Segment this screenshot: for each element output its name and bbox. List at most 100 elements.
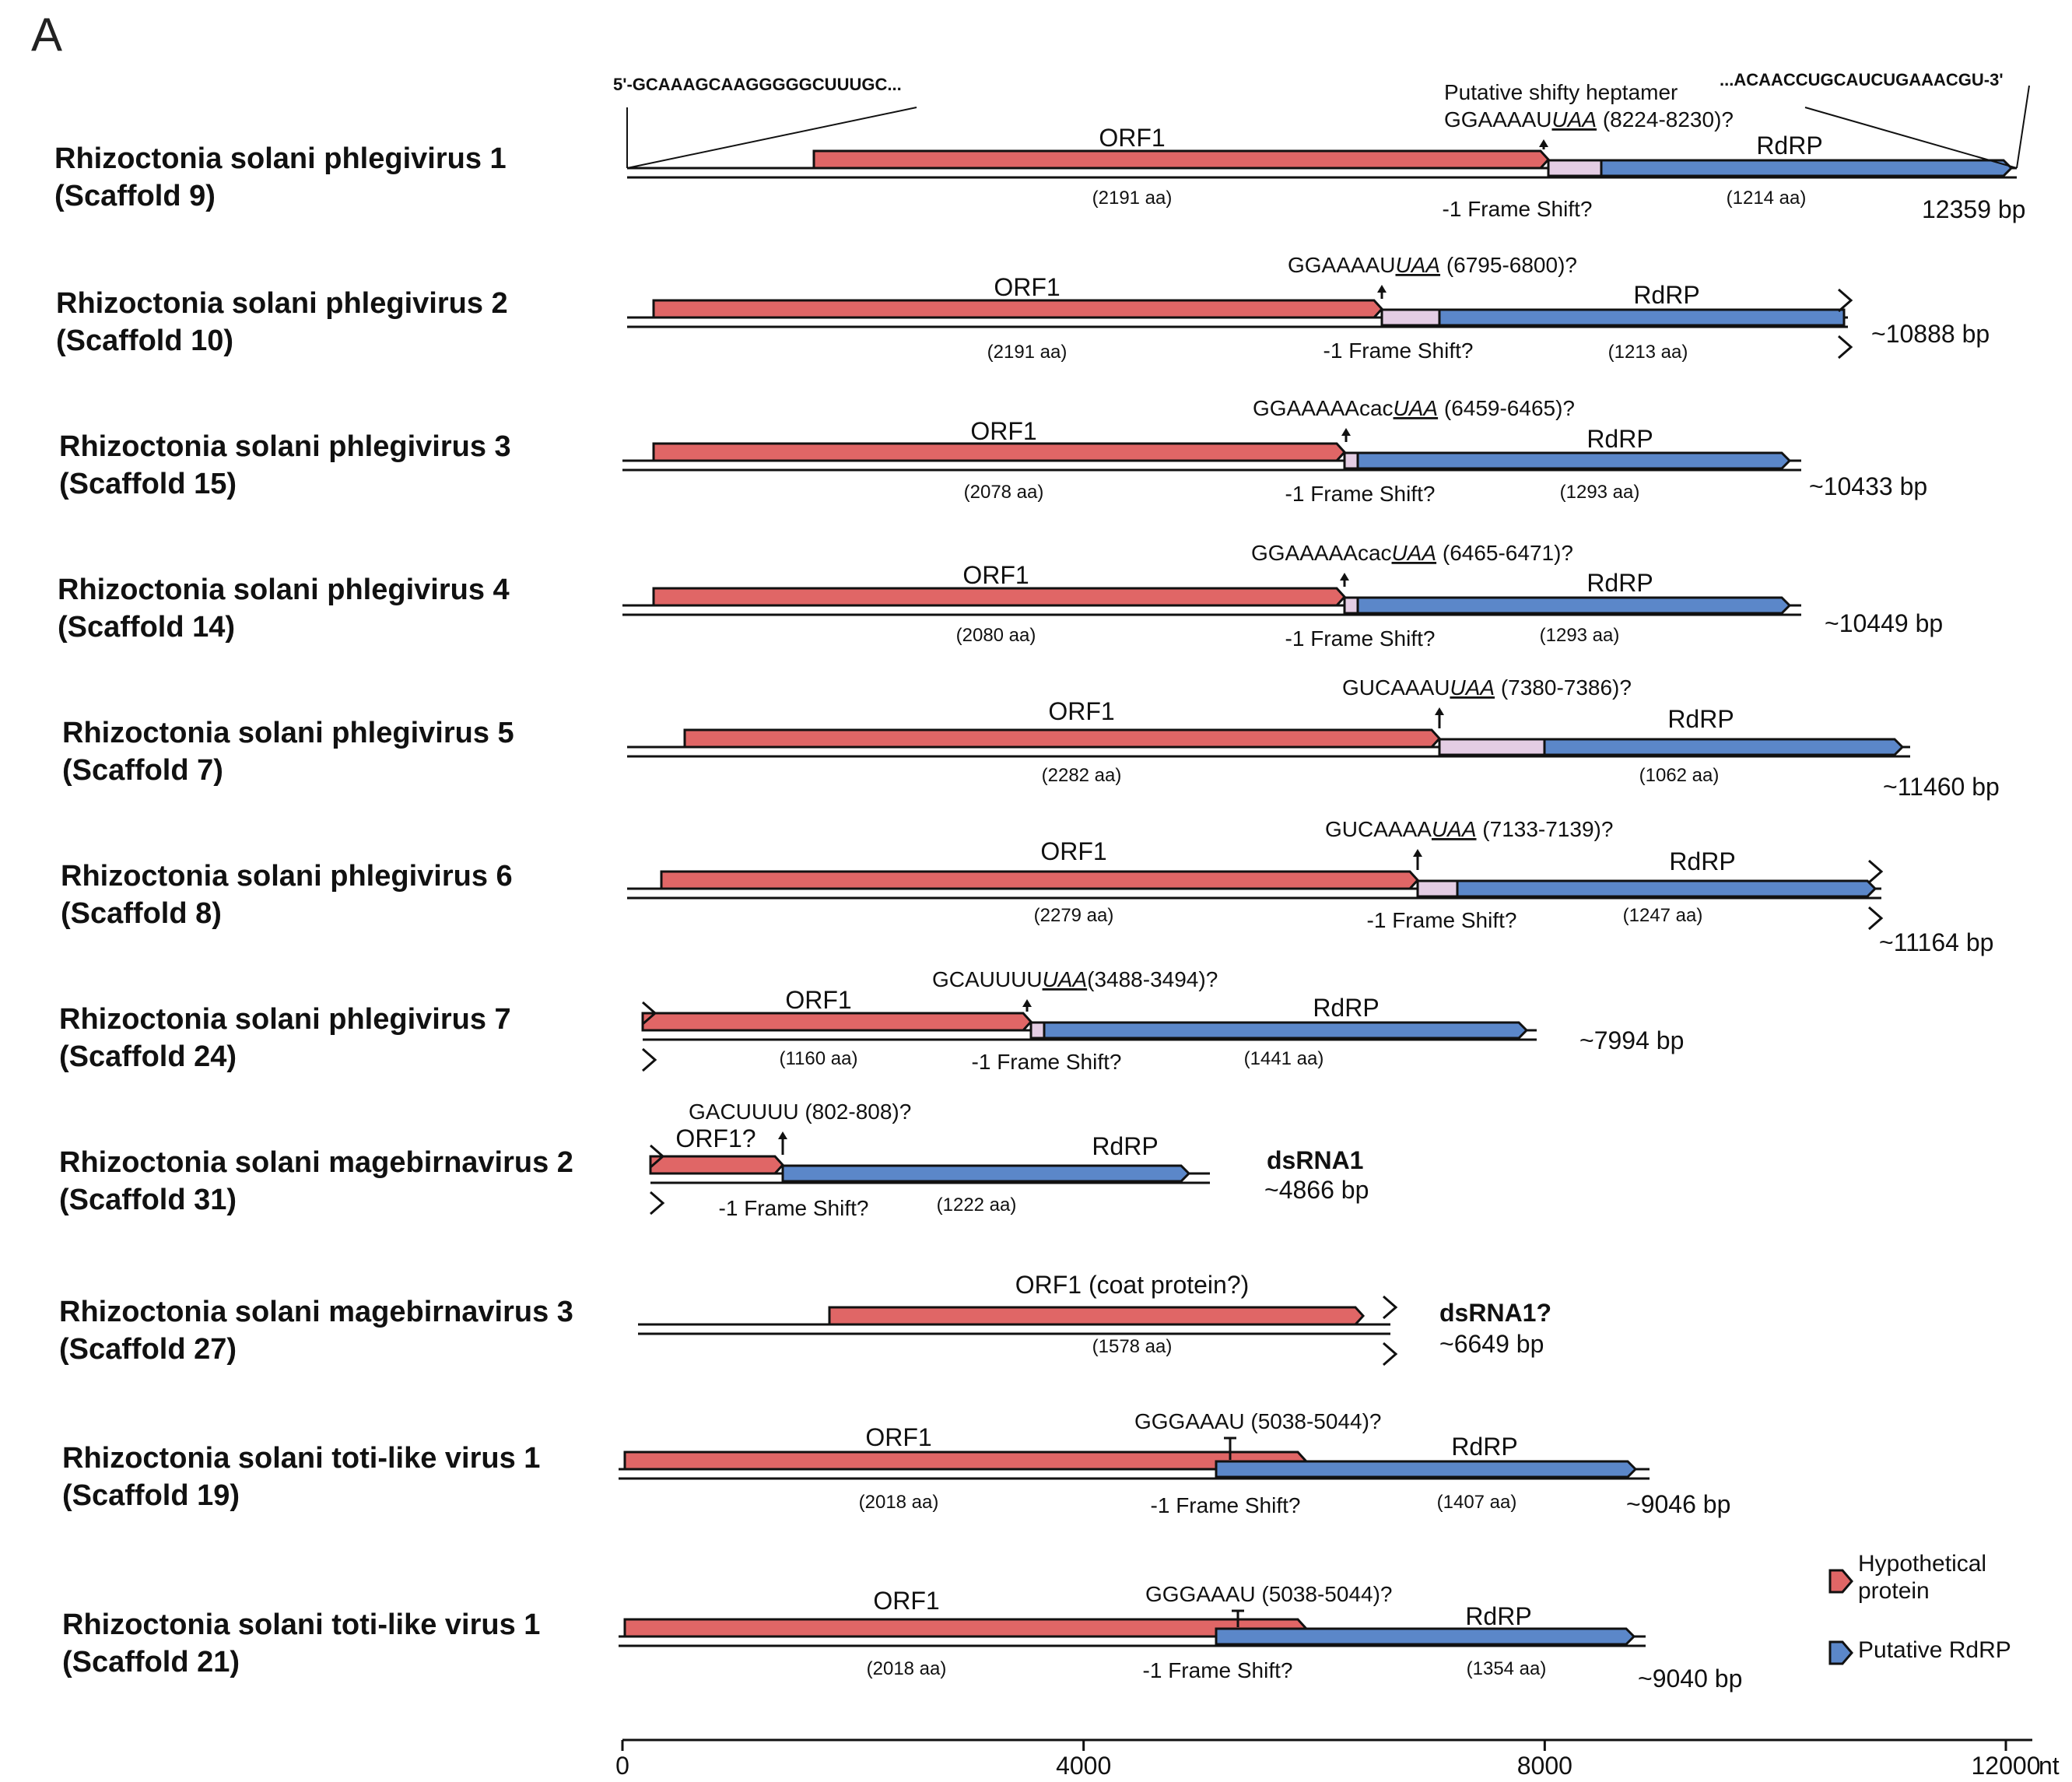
virus-10-label: Rhizoctonia solani toti-like virus 1 (Sca…	[62, 1440, 540, 1514]
virus-5-frameshift-region	[1438, 738, 1546, 756]
virus-1-rdrp-aa: (1214 aa)	[1727, 188, 1807, 209]
virus-9-orf1-bar	[828, 1306, 1366, 1326]
virus-2-orf1-bar	[652, 299, 1384, 319]
virus-5-heptamer-arrow-head	[1435, 707, 1444, 715]
virus-8-scaffold: (Scaffold 31)	[59, 1184, 237, 1216]
virus-11-rdrp-bar	[1215, 1627, 1636, 1646]
virus-9-segment-label: dsRNA1?	[1439, 1299, 1551, 1327]
virus-6-name: Rhizoctonia solani phlegivirus 6	[61, 860, 513, 893]
virus-9-scaffold: (Scaffold 27)	[59, 1333, 237, 1366]
virus-7-orf1-aa: (1160 aa)	[780, 1048, 858, 1069]
virus-4-size-label: ~10449 bp	[1825, 609, 1943, 637]
virus-6-rdrp-label: RdRP	[1669, 847, 1735, 875]
virus-5-rdrp-aa: (1062 aa)	[1639, 765, 1720, 786]
legend-hypothetical-label: Hypothetical protein	[1858, 1551, 1987, 1604]
virus-8-size-label: ~4866 bp	[1264, 1176, 1369, 1204]
virus-10-frameshift-label: -1 Frame Shift?	[1151, 1493, 1301, 1517]
virus-8-orf1-label: ORF1?	[675, 1124, 756, 1152]
virus-7-rdrp-aa: (1441 aa)	[1244, 1048, 1324, 1069]
axis-tick-label: 0	[615, 1752, 629, 1780]
virus-7-orf1-bar	[641, 1012, 1033, 1032]
virus-4-rdrp-aa: (1293 aa)	[1540, 625, 1620, 646]
virus-8-rdrp-aa: (1222 aa)	[937, 1194, 1017, 1215]
virus-6-orf1-aa: (2279 aa)	[1034, 905, 1114, 926]
virus-3-frameshift-label: -1 Frame Shift?	[1285, 482, 1436, 506]
virus-8-rdrp-bar	[781, 1164, 1191, 1183]
virus-11-rdrp-label: RdRP	[1465, 1602, 1531, 1630]
virus-1-name: Rhizoctonia solani phlegivirus 1	[54, 142, 507, 175]
virus-9-end-chevron-bottom	[1383, 1342, 1398, 1366]
virus-8-start-chevron-bottom	[650, 1191, 665, 1215]
virus-7-scaffold: (Scaffold 24)	[59, 1040, 237, 1073]
virus-7-rdrp-label: RdRP	[1313, 994, 1379, 1022]
virus-4-rdrp-label: RdRP	[1586, 569, 1653, 597]
virus-11-label: Rhizoctonia solani toti-like virus 1 (Sca…	[62, 1606, 540, 1681]
virus-4-heptamer-arrow-head	[1340, 573, 1349, 581]
virus-11-orf1-bar	[623, 1618, 1308, 1638]
virus-5-scaffold: (Scaffold 7)	[62, 754, 223, 787]
virus-9-size-label: ~6649 bp	[1439, 1330, 1544, 1358]
virus-10-rdrp-bar	[1215, 1460, 1638, 1479]
legend-hypothetical-swatch	[1828, 1569, 1853, 1594]
virus-6-end-chevron-top	[1868, 859, 1884, 884]
virus-1-size-label: 12359 bp	[1922, 195, 2025, 223]
virus-4-orf1-aa: (2080 aa)	[956, 625, 1036, 646]
virus-11-rdrp-aa: (1354 aa)	[1467, 1658, 1547, 1679]
virus-5-size-label: ~11460 bp	[1883, 773, 2000, 801]
virus-1-utr3-callout-left	[1804, 107, 2018, 169]
virus-7-name: Rhizoctonia solani phlegivirus 7	[59, 1003, 511, 1036]
virus-7-start-chevron-top	[642, 1001, 657, 1026]
virus-7-start-chevron-bottom	[642, 1047, 657, 1072]
virus-7-size-label: ~7994 bp	[1579, 1026, 1684, 1054]
virus-4-orf1-label: ORF1	[962, 561, 1029, 589]
virus-1-heptamer-label: GGAAAAUUAA (8224-8230)?	[1444, 107, 1734, 132]
virus-6-heptamer-arrow-head	[1413, 849, 1422, 857]
virus-10-scaffold: (Scaffold 19)	[62, 1479, 240, 1512]
virus-2-orf1-aa: (2191 aa)	[987, 342, 1068, 363]
virus-2-name: Rhizoctonia solani phlegivirus 2	[56, 287, 508, 320]
virus-10-rdrp-aa: (1407 aa)	[1437, 1492, 1517, 1513]
virus-2-heptamer-arrow-head	[1377, 285, 1387, 293]
virus-11-orf1-aa: (2018 aa)	[867, 1658, 947, 1679]
virus-1-heptamer-arrow-head	[1539, 139, 1548, 147]
virus-10-heptamer-label: GGGAAAU (5038-5044)?	[1134, 1409, 1382, 1433]
virus-3-heptamer-label: GGAAAAAcacUAA (6459-6465)?	[1253, 396, 1575, 420]
virus-10-orf1-label: ORF1	[865, 1423, 931, 1451]
virus-4-heptamer-label: GGAAAAAcacUAA (6465-6471)?	[1251, 541, 1573, 565]
virus-11-name: Rhizoctonia solani toti-like virus 1	[62, 1608, 541, 1641]
virus-10-size-label: ~9046 bp	[1626, 1490, 1730, 1518]
virus-6-orf1-label: ORF1	[1040, 837, 1106, 865]
virus-3-label: Rhizoctonia solani phlegivirus 3 (Scaffol…	[59, 428, 511, 503]
virus-4-scaffold: (Scaffold 14)	[58, 611, 236, 644]
virus-3-scaffold: (Scaffold 15)	[59, 468, 237, 500]
virus-1-utr5-sequence: 5'-GCAAAGCAAGGGGGCUUUGC...	[613, 75, 902, 94]
virus-2-rdrp-bar	[1438, 308, 1846, 327]
virus-2-rdrp-label: RdRP	[1633, 281, 1699, 309]
virus-6-rdrp-aa: (1247 aa)	[1623, 905, 1703, 926]
virus-11-size-label: ~9040 bp	[1638, 1664, 1742, 1693]
virus-1-orf1-label: ORF1	[1099, 124, 1165, 152]
virus-1-frameshift-region	[1547, 159, 1603, 177]
virus-6-label: Rhizoctonia solani phlegivirus 6 (Scaffol…	[61, 858, 513, 932]
virus-5-name: Rhizoctonia solani phlegivirus 5	[62, 717, 514, 749]
virus-1-orf1-aa: (2191 aa)	[1092, 188, 1173, 209]
virus-9-end-chevron-top	[1383, 1295, 1398, 1320]
panel-label: A	[31, 9, 63, 61]
virus-1-scaffold: (Scaffold 9)	[54, 180, 216, 212]
legend-rdrp-swatch	[1828, 1640, 1853, 1665]
virus-8-start-chevron-top	[650, 1144, 665, 1169]
virus-6-scaffold: (Scaffold 8)	[61, 897, 222, 930]
axis-tick-label: 8000	[1517, 1752, 1572, 1780]
virus-11-frameshift-label: -1 Frame Shift?	[1143, 1658, 1293, 1682]
virus-7-label: Rhizoctonia solani phlegivirus 7 (Scaffol…	[59, 1001, 511, 1075]
virus-5-orf1-bar	[683, 728, 1442, 749]
virus-7-heptamer-arrow-head	[1022, 999, 1032, 1007]
virus-6-size-label: ~11164 bp	[1879, 928, 1993, 956]
virus-6-frameshift-label: -1 Frame Shift?	[1367, 908, 1517, 932]
virus-2-scaffold: (Scaffold 10)	[56, 324, 234, 357]
virus-5-orf1-label: ORF1	[1048, 697, 1114, 725]
virus-3-orf1-aa: (2078 aa)	[964, 482, 1044, 503]
axis-tick-label: 4000	[1056, 1752, 1111, 1780]
virus-5-heptamer-label: GUCAAAUUAA (7380-7386)?	[1342, 675, 1632, 700]
